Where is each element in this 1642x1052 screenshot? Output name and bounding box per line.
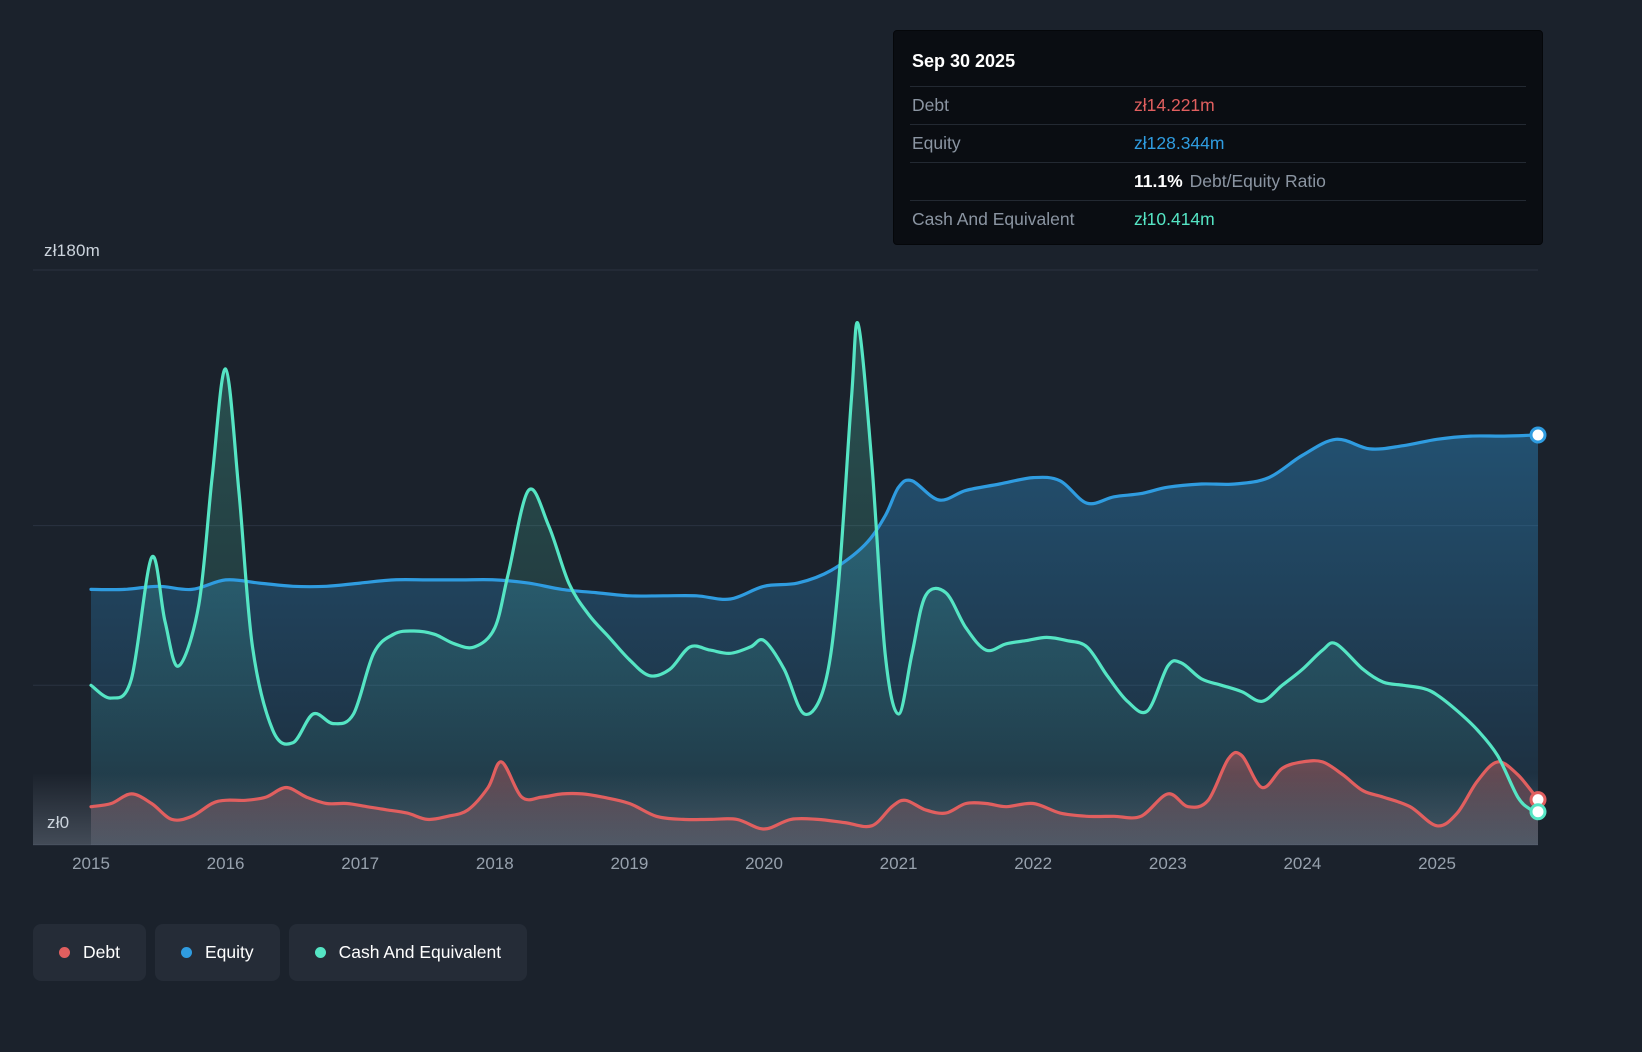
tooltip-cash-label: Cash And Equivalent xyxy=(912,209,1075,229)
legend-label-cash: Cash And Equivalent xyxy=(338,942,502,962)
y-axis-label-zero: zł0 xyxy=(47,813,70,832)
equity-line xyxy=(89,433,1540,601)
legend-label-equity: Equity xyxy=(204,942,254,962)
tooltip-row-cash: Cash And Equivalent zł10.414m xyxy=(910,200,1526,238)
legend-item-equity[interactable]: Equity xyxy=(154,924,280,981)
y-axis-label-top: zł180m xyxy=(44,241,101,260)
cash-dot-icon xyxy=(314,947,326,958)
tooltip-row-ratio: 11.1% Debt/Equity Ratio xyxy=(910,162,1526,200)
baseline-glow xyxy=(33,773,1538,845)
legend-item-cash[interactable]: Cash And Equivalent xyxy=(288,924,528,981)
cash-line xyxy=(89,320,1540,814)
tooltip-equity-value: zł128.344m xyxy=(1134,133,1225,153)
legend-label-debt: Debt xyxy=(83,942,120,962)
tooltip-debt-value: zł14.221m xyxy=(1134,95,1215,115)
debt-dot-icon xyxy=(59,947,70,958)
tooltip-row-debt: Debt zł14.221m xyxy=(910,86,1526,124)
tooltip-date: Sep 30 2025 xyxy=(912,51,1016,71)
tooltip-ratio-label: Debt/Equity Ratio xyxy=(1189,171,1326,191)
debt-line xyxy=(89,750,1540,831)
tooltip-debt-label: Debt xyxy=(912,95,949,115)
legend-item-debt[interactable]: Debt xyxy=(33,924,146,981)
equity-endpoint-marker xyxy=(1529,426,1547,444)
tooltip-cash-value: zł10.414m xyxy=(1134,209,1215,229)
tooltip-equity-label: Equity xyxy=(912,133,961,153)
cash-area xyxy=(91,322,1538,845)
cash-endpoint-marker xyxy=(1529,803,1547,821)
tooltip-ratio-percent: 11.1% xyxy=(1134,171,1183,191)
equity-dot-icon xyxy=(180,947,192,958)
chart-tooltip: Sep 30 2025 Debt zł14.221m Equity zł128.… xyxy=(893,30,1543,245)
tooltip-row-equity: Equity zł128.344m xyxy=(910,124,1526,162)
legend: Debt Equity Cash And Equivalent xyxy=(33,924,528,981)
